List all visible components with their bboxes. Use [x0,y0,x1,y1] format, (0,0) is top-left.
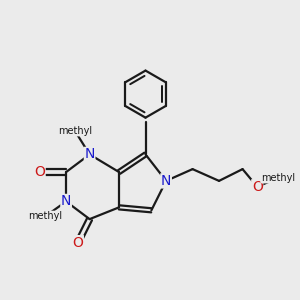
Text: methyl: methyl [58,126,92,136]
Text: N: N [61,194,71,208]
Text: methyl: methyl [261,173,295,183]
Text: O: O [252,180,263,194]
Text: N: N [161,174,171,188]
Text: N: N [84,147,95,161]
Text: O: O [72,236,83,250]
Text: O: O [34,165,45,179]
Text: methyl: methyl [28,211,63,221]
